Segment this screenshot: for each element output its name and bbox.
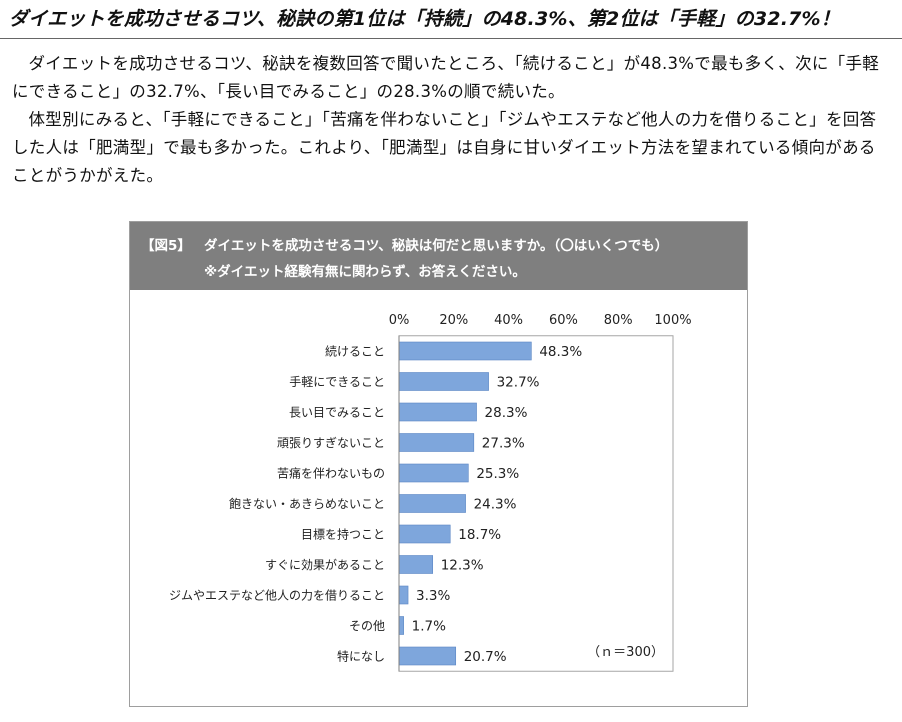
paragraph-1: ダイエットを成功させるコツ、秘訣を複数回答で聞いたところ、「続けること」が48.… — [12, 54, 880, 101]
value-label: 1.7% — [412, 619, 446, 635]
category-label: 飽きない・あきらめないこと — [229, 496, 385, 511]
bar — [398, 463, 469, 483]
page-headline: ダイエットを成功させるコツ、秘訣の第1位は「持続」の48.3%、第2位は「手軽」… — [9, 8, 840, 30]
x-tick-label: 100% — [654, 313, 691, 328]
figure-note: ※ダイエット経験有無に関わらず、お答えください。 — [204, 264, 526, 280]
sample-size-note: （ｎ＝300） — [587, 645, 664, 660]
bar — [398, 555, 434, 574]
bar — [398, 524, 451, 544]
value-label: 24.3% — [474, 497, 517, 513]
bar — [398, 585, 409, 605]
bar — [398, 372, 489, 391]
category-label: 続けること — [325, 345, 385, 359]
category-label: 目標を持つこと — [301, 527, 385, 542]
figure-header: 【図5】 ダイエットを成功させるコツ、秘訣は何だと思いますか。（〇はいくつでも）… — [130, 222, 747, 290]
value-label: 25.3% — [476, 466, 519, 482]
figure-label: 【図5】 — [141, 238, 191, 254]
bar — [398, 341, 532, 361]
x-tick-label: 80% — [604, 313, 633, 328]
figure-title: ダイエットを成功させるコツ、秘訣は何だと思いますか。（〇はいくつでも） — [204, 238, 669, 254]
body-text: ダイエットを成功させるコツ、秘訣を複数回答で聞いたところ、「続けること」が48.… — [12, 50, 890, 190]
category-label: 頑張りすぎないこと — [277, 436, 385, 450]
bar — [398, 433, 475, 452]
value-label: 27.3% — [482, 436, 525, 452]
category-label: ジムやエステなど他人の力を借りること — [169, 589, 385, 603]
headline-divider — [0, 38, 902, 39]
category-label: 特になし — [337, 649, 385, 664]
bar — [398, 402, 477, 422]
category-label: すぐに効果があること — [265, 557, 385, 572]
bar-chart: 0% 20% 40% 60% 80% 100% 続けること 48.3% 手軽にできること 32.7… — [169, 313, 692, 672]
value-label: 28.3% — [485, 405, 528, 421]
paragraph-2: 体型別にみると、「手軽にできること」「苦痛を伴わないこと」「ジムやエステなど他人… — [12, 110, 877, 185]
x-tick-label: 20% — [439, 313, 468, 328]
x-tick-label: 0% — [389, 313, 410, 328]
category-label: その他 — [349, 619, 385, 633]
value-label: 18.7% — [458, 527, 501, 543]
figure-5: 【図5】 ダイエットを成功させるコツ、秘訣は何だと思いますか。（〇はいくつでも）… — [129, 221, 748, 707]
value-label: 32.7% — [497, 375, 540, 391]
value-label: 48.3% — [539, 344, 582, 360]
category-label: 長い目でみること — [289, 406, 385, 420]
value-label: 3.3% — [416, 588, 450, 604]
bar — [398, 616, 404, 635]
bar — [398, 494, 466, 513]
x-tick-label: 60% — [549, 313, 578, 328]
category-label: 苦痛を伴わないもの — [277, 466, 385, 481]
value-label: 12.3% — [441, 558, 484, 574]
category-label: 手軽にできること — [289, 375, 385, 389]
bar — [398, 646, 457, 666]
value-label: 20.7% — [464, 649, 507, 665]
x-tick-label: 40% — [494, 313, 523, 328]
